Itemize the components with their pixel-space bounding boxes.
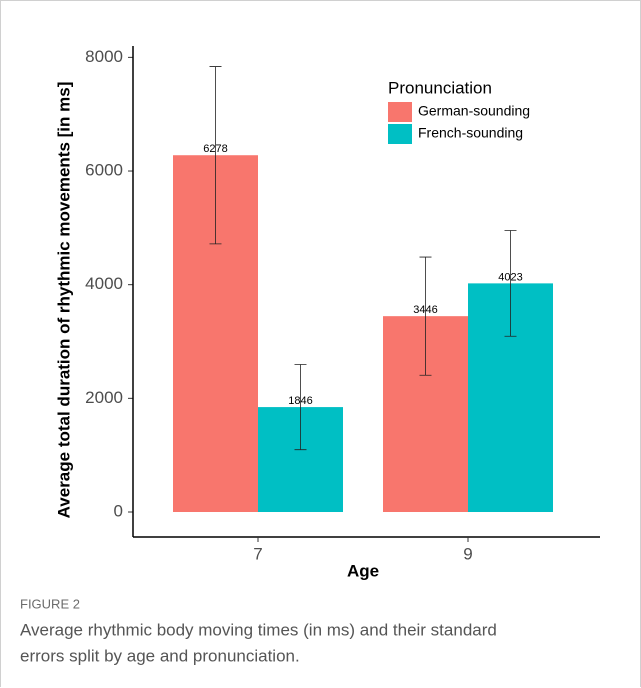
value-label: 6278 <box>203 143 227 155</box>
legend-title: Pronunciation <box>388 78 492 97</box>
error-bar <box>419 256 432 376</box>
y-tick-label: 2000 <box>85 388 123 407</box>
error-bar <box>294 364 307 451</box>
legend-label: French-sounding <box>418 125 523 141</box>
legend-swatch <box>388 102 412 122</box>
legend-swatch <box>388 124 412 144</box>
figure-label: FIGURE 2 <box>20 596 80 611</box>
value-label: 1846 <box>288 395 312 407</box>
caption-line: errors split by age and pronunciation. <box>20 646 300 665</box>
x-axis-label: Age <box>347 561 379 580</box>
y-tick-label: 8000 <box>85 47 123 66</box>
y-axis-label: Average total duration of rhythmic movem… <box>54 82 73 519</box>
y-tick-label: 4000 <box>85 274 123 293</box>
y-tick-label: 0 <box>114 501 123 520</box>
x-tick-label: 7 <box>253 544 262 563</box>
value-label: 3446 <box>413 304 437 316</box>
error-bar <box>504 230 517 337</box>
y-tick-label: 6000 <box>85 161 123 180</box>
error-bar <box>209 66 222 245</box>
x-tick-label: 9 <box>463 544 472 563</box>
legend-label: German-sounding <box>418 103 530 119</box>
value-label: 4023 <box>498 271 522 283</box>
caption-line: Average rhythmic body moving times (in m… <box>20 620 497 639</box>
